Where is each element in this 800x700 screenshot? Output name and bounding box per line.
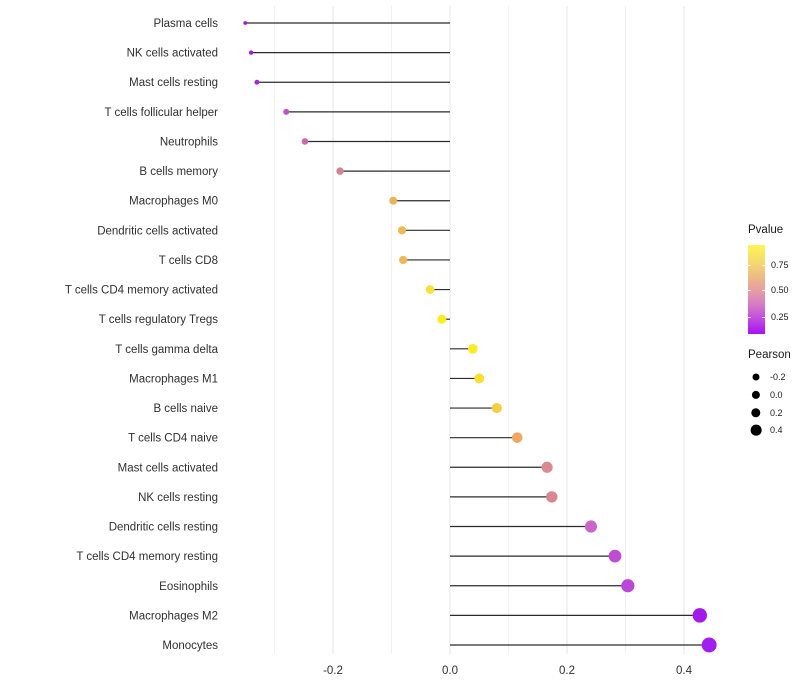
y-axis-label: T cells CD8 [159, 255, 218, 267]
colorbar-tick-mark [762, 289, 765, 291]
pearson-size-dot [750, 424, 762, 436]
lollipop-point [701, 637, 717, 653]
colorbar-tick-mark [762, 264, 765, 266]
x-axis-tick-label: 0.2 [559, 665, 575, 677]
y-axis-label: Eosinophils [159, 581, 218, 593]
y-axis-label: Plasma cells [153, 18, 218, 30]
x-axis-tick-label: -0.2 [323, 665, 343, 677]
lollipop-point [437, 314, 447, 324]
pearson-size-label: 0.2 [770, 408, 783, 418]
pearson-size-dot [752, 373, 760, 381]
colorbar-tick-mark [748, 289, 751, 291]
lollipop-point [254, 79, 260, 85]
y-axis-label: Dendritic cells resting [109, 522, 218, 534]
y-axis-label: T cells follicular helper [104, 107, 218, 119]
pearson-size-label: 0.4 [770, 425, 783, 435]
lollipop-point [546, 491, 558, 503]
x-axis-tick-label: 0.4 [676, 665, 693, 677]
y-axis-label: Macrophages M2 [129, 610, 218, 622]
y-axis-label: Mast cells resting [129, 77, 218, 89]
lollipop-point [468, 344, 478, 354]
lollipop-point [608, 549, 622, 563]
colorbar-tick-label: 0.25 [771, 311, 789, 322]
pearson-size-label: 0.0 [770, 390, 783, 400]
pearson-size-label: -0.2 [770, 372, 786, 382]
lollipop-point [248, 50, 254, 55]
pvalue-colorbar [748, 245, 765, 334]
y-axis-label: Macrophages M0 [129, 196, 218, 208]
lollipop-point [301, 138, 309, 145]
lollipop-point [399, 255, 408, 265]
y-axis-label: T cells CD4 naive [128, 433, 218, 445]
colorbar-tick-mark [748, 264, 751, 266]
legend-pearson-title: Pearson [748, 349, 791, 361]
lollipop-point [397, 226, 407, 235]
colorbar-tick-mark [762, 316, 765, 318]
y-axis-label: NK cells activated [127, 48, 218, 60]
pearson-size-dot [751, 390, 761, 400]
lollipop-point [541, 461, 553, 473]
lollipop-point [283, 108, 290, 115]
lollipop-point [243, 21, 248, 25]
y-axis-label: Mast cells activated [118, 462, 218, 474]
y-axis-label: B cells memory [139, 166, 218, 178]
y-axis-label: Monocytes [162, 640, 218, 652]
y-axis-label: T cells regulatory Tregs [99, 314, 219, 326]
x-axis-tick-label: 0.0 [442, 665, 458, 677]
lollipop-point [584, 520, 598, 533]
pearson-size-dot [751, 408, 761, 418]
colorbar-tick-label: 0.50 [771, 284, 789, 295]
lollipop-point [621, 579, 635, 593]
lollipop-point [511, 432, 523, 443]
lollipop-point [491, 402, 502, 414]
y-axis-label: Dendritic cells activated [97, 225, 218, 237]
legend-pvalue-title: Pvalue [748, 224, 784, 236]
lollipop-point [389, 196, 398, 205]
y-axis-label: Neutrophils [160, 136, 218, 148]
colorbar-tick-label: 0.75 [771, 259, 789, 270]
y-axis-label: B cells naive [153, 403, 218, 415]
y-axis-label: T cells CD4 memory resting [76, 551, 218, 563]
colorbar-tick-mark [748, 316, 751, 318]
lollipop-point [692, 608, 707, 623]
lollipop-point [336, 167, 344, 175]
lollipop-point [474, 373, 485, 384]
y-axis-label: T cells gamma delta [115, 344, 218, 356]
y-axis-label: T cells CD4 memory activated [65, 285, 218, 297]
y-axis-label: Macrophages M1 [129, 373, 218, 385]
lollipop-point [425, 285, 435, 294]
y-axis-label: NK cells resting [138, 492, 218, 504]
